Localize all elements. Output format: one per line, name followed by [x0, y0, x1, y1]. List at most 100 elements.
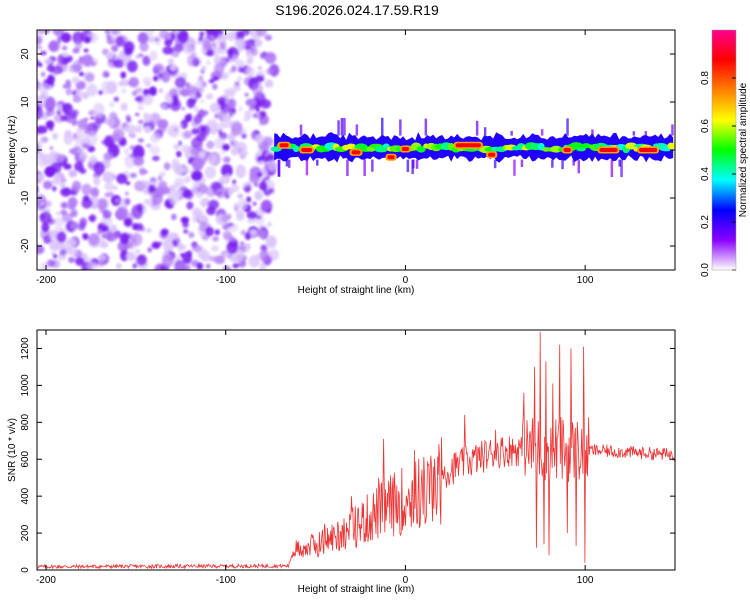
noise-blob — [127, 81, 133, 86]
noise-blob — [125, 181, 131, 185]
noise-blob — [254, 39, 263, 47]
noise-blob — [196, 40, 201, 45]
noise-blob — [49, 145, 54, 151]
noise-blob — [237, 198, 248, 211]
noise-blob — [135, 249, 141, 254]
noise-blob — [161, 103, 167, 109]
noise-blob — [221, 143, 230, 151]
noise-blob — [183, 130, 193, 139]
noise-blob — [149, 133, 161, 143]
noise-blob — [198, 214, 206, 222]
noise-blob — [249, 229, 258, 237]
signal-spur — [371, 159, 374, 172]
x-tick-label: 0 — [403, 275, 409, 286]
noise-blob — [59, 182, 66, 188]
noise-blob — [236, 59, 245, 69]
signal-spur — [520, 159, 524, 167]
noise-blob — [38, 82, 49, 95]
noise-blob — [160, 228, 169, 237]
signal-spur — [406, 159, 410, 172]
x-tick-label: -200 — [36, 275, 56, 286]
noise-blob — [172, 239, 178, 246]
signal-spur — [475, 120, 479, 136]
noise-blob — [197, 77, 203, 83]
noise-blob — [52, 186, 57, 192]
noise-blob — [132, 144, 145, 160]
noise-blob — [128, 132, 136, 139]
colorbar-tick-label: 0.0 — [700, 263, 711, 277]
noise-blob — [219, 41, 226, 50]
noise-blob — [117, 81, 125, 87]
spectrogram-x-label: Height of straight line (km) — [298, 285, 415, 296]
noise-blob — [205, 226, 215, 237]
colorbar-ticks: 0.0 0.2 0.4 0.6 0.8 — [700, 29, 737, 277]
noise-blob — [231, 65, 237, 73]
noise-blob — [101, 80, 113, 95]
x-tick-label: -100 — [216, 275, 236, 286]
noise-blob — [47, 74, 55, 85]
noise-blob — [104, 255, 110, 260]
noise-blob — [214, 62, 225, 76]
noise-blob — [101, 232, 109, 239]
noise-blob — [44, 165, 56, 178]
noise-blob — [90, 187, 100, 198]
signal-spur — [285, 159, 289, 167]
signal-band-blob — [667, 142, 675, 150]
noise-blob — [145, 30, 156, 37]
signal-spur — [577, 159, 580, 174]
spectrogram-signal-band — [270, 117, 675, 177]
signal-spur — [411, 159, 414, 175]
noise-blob — [116, 206, 128, 218]
noise-blob — [86, 83, 98, 97]
noise-blob — [221, 215, 230, 222]
noise-blob — [68, 169, 78, 178]
noise-blob — [252, 201, 257, 206]
noise-blob — [267, 222, 272, 227]
noise-blob — [163, 162, 171, 171]
noise-blob — [76, 91, 84, 97]
noise-blob — [138, 53, 144, 58]
signal-spur — [610, 159, 614, 177]
noise-blob — [149, 177, 157, 183]
noise-blob — [55, 211, 61, 216]
noise-blob — [231, 54, 239, 64]
noise-blob — [49, 240, 61, 252]
noise-blob — [228, 222, 234, 227]
noise-blob — [115, 263, 122, 269]
noise-blob — [102, 171, 115, 183]
noise-blob — [86, 261, 98, 270]
noise-blob — [204, 166, 217, 179]
colorbar-tick-label: 0.2 — [700, 215, 711, 229]
noise-blob — [71, 180, 82, 192]
noise-blob — [181, 107, 186, 111]
noise-blob — [206, 59, 211, 66]
noise-blob — [153, 75, 159, 82]
noise-blob — [104, 182, 114, 191]
noise-blob — [191, 128, 199, 135]
noise-blob — [139, 41, 149, 52]
noise-blob — [130, 232, 143, 247]
noise-blob — [117, 242, 124, 251]
noise-blob — [174, 177, 185, 189]
noise-blob — [185, 82, 191, 89]
noise-blob — [223, 88, 236, 98]
y-tick-label: 20 — [20, 48, 31, 60]
noise-blob — [151, 241, 161, 249]
noise-blob — [83, 117, 89, 122]
noise-blob — [103, 152, 114, 161]
snr-y-label: SNR (10 * v/v) — [7, 418, 18, 482]
noise-blob — [182, 251, 192, 264]
noise-blob — [189, 96, 198, 104]
noise-blob — [242, 184, 247, 188]
colorbar-tick-label: 0.4 — [700, 167, 711, 181]
noise-blob — [81, 183, 92, 196]
noise-blob — [141, 179, 148, 187]
noise-blob — [102, 209, 112, 219]
y-tick-label: 200 — [20, 524, 31, 541]
noise-blob — [68, 256, 75, 263]
noise-blob — [265, 153, 276, 163]
noise-blob — [221, 164, 233, 178]
noise-blob — [31, 32, 36, 37]
noise-blob — [121, 251, 127, 256]
x-tick-label: 100 — [577, 575, 594, 586]
